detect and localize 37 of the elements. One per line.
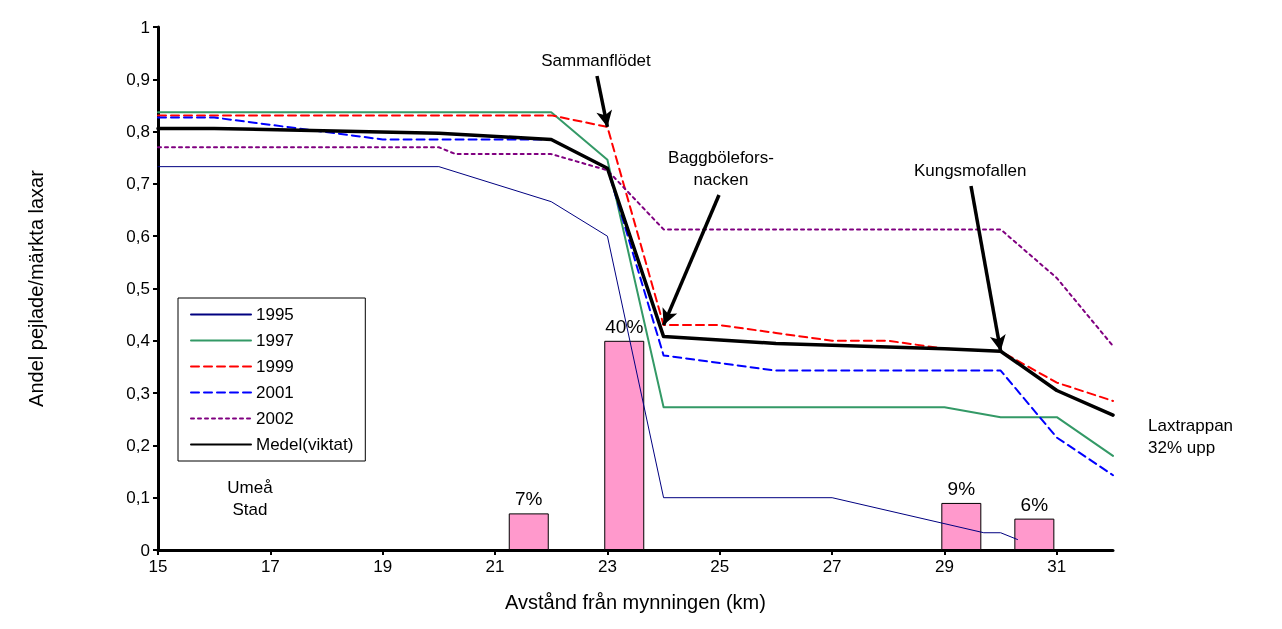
y-tick-label: 0,8 — [126, 122, 150, 142]
x-tick-label: 17 — [260, 557, 280, 576]
y-tick-label: 0,5 — [126, 279, 150, 298]
y-tick-label: 0,9 — [126, 69, 150, 89]
legend-label: 1995 — [256, 305, 294, 324]
x-tick-label: 23 — [597, 557, 617, 576]
data-label: 9% — [947, 477, 976, 499]
x-tick-label: 27 — [822, 557, 842, 576]
legend-label: 1999 — [256, 357, 294, 376]
annotation: Sammanflödet — [541, 50, 652, 70]
y-tick-label: 0,3 — [126, 383, 150, 403]
annotation: Baggbölefors- nacken — [668, 147, 774, 189]
x-tick-label: 31 — [1047, 557, 1067, 576]
y-tick-label: 0 — [140, 540, 150, 560]
x-tick-label: 15 — [148, 557, 168, 576]
legend-label: 2001 — [256, 383, 294, 402]
y-tick-label: 0,4 — [126, 331, 150, 351]
text: Laxtrappan 32% upp — [1148, 415, 1234, 457]
legend-label: Medel(viktat) — [256, 435, 354, 454]
y-tick-label: 0,2 — [126, 435, 150, 455]
x-axis-title: Avstånd från mynningen (km) — [505, 591, 766, 613]
y-axis-title: Andel pejlade/märkta laxar — [25, 169, 47, 407]
annotation: Kungsmofallen — [913, 160, 1027, 180]
data-label: 6% — [1020, 493, 1049, 515]
y-tick-label: 1 — [140, 17, 150, 37]
y-tick-label: 0,1 — [126, 488, 150, 508]
x-tick-label: 21 — [485, 557, 505, 576]
x-tick-label: 25 — [710, 557, 730, 576]
legend-label: 1997 — [256, 331, 294, 350]
line-series — [157, 146, 1114, 348]
annotation: Umeå Stad — [227, 477, 274, 519]
y-tick-label: 0,7 — [126, 174, 150, 194]
x-tick-label: 29 — [935, 557, 954, 576]
data-label: 7% — [515, 488, 543, 510]
x-tick-label: 19 — [373, 557, 393, 576]
y-tick-label: 0,6 — [126, 226, 150, 246]
legend-label: 2002 — [256, 409, 294, 428]
